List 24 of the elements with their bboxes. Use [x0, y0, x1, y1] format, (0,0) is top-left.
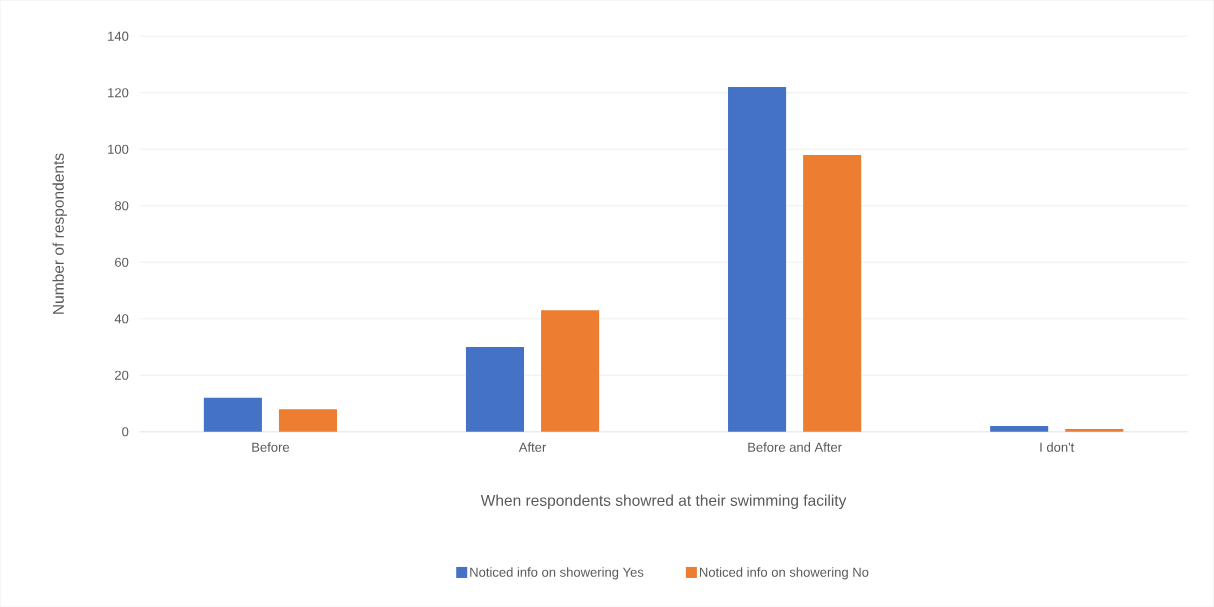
x-tick-label: After [518, 442, 547, 452]
y-tick-label: 100 [108, 144, 129, 154]
bar [465, 346, 525, 432]
bar [728, 86, 787, 432]
legend-label: Noticed info on showering No [699, 567, 869, 580]
y-axis-title: Number of respondents [52, 153, 67, 314]
y-tick-label: 40 [114, 314, 129, 324]
y-tick-label: 60 [115, 257, 129, 267]
y-tick-label: 20 [115, 370, 129, 380]
bar [203, 397, 262, 432]
x-tick-label: Before [252, 442, 290, 452]
y-tick-label: 140 [108, 31, 129, 41]
y-tick-label: 120 [108, 88, 129, 98]
y-tick-label: 0 [122, 427, 129, 437]
bar [1065, 428, 1124, 432]
bar [990, 426, 1049, 432]
x-tick-label: I don't [1040, 442, 1075, 452]
bar [803, 154, 862, 432]
bar [278, 409, 338, 432]
y-tick-label: 80 [114, 201, 129, 211]
x-axis-title: When respondents showred at their swimming facility [480, 494, 847, 509]
x-tick-label: Before and After [748, 442, 842, 452]
bar [541, 310, 600, 432]
legend-label: Noticed info on showering Yes [470, 567, 644, 580]
